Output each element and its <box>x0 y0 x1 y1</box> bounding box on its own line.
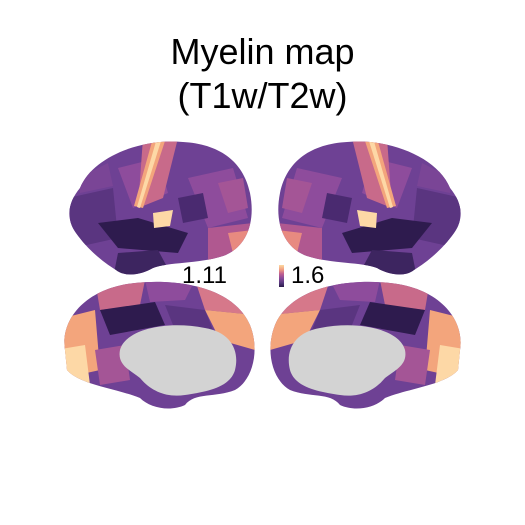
figure-title-line-2: (T1w/T2w) <box>177 75 348 116</box>
colorbar-max-label: 1.6 <box>291 262 325 289</box>
colorbar-min-label: 1.11 <box>182 262 227 289</box>
colorbar <box>279 265 284 287</box>
figure-title-line-1: Myelin map <box>170 31 355 72</box>
left-medial-hemisphere <box>64 281 255 409</box>
right-medial-hemisphere <box>270 281 461 409</box>
left-lateral-hemisphere <box>69 141 252 275</box>
right-lateral-hemisphere <box>278 141 461 275</box>
